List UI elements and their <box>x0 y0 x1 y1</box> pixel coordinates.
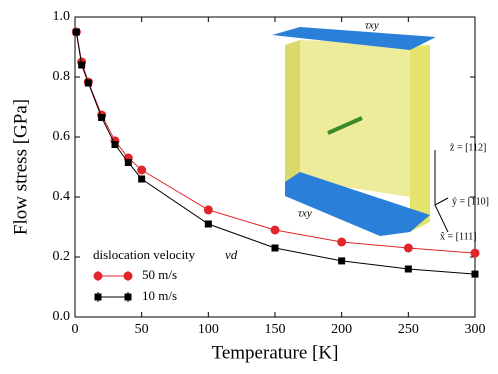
inset-dislocation <box>327 116 363 135</box>
marker <box>138 175 146 183</box>
inset-axis-x <box>434 204 449 233</box>
marker <box>111 141 119 148</box>
x-tick-label: 250 <box>398 322 419 337</box>
marker <box>338 257 346 265</box>
inset-bottom-slab <box>285 172 430 236</box>
marker <box>123 271 133 281</box>
x-tick-label: 150 <box>265 322 286 337</box>
inset-back-wall <box>300 40 430 200</box>
marker <box>404 265 412 273</box>
marker <box>470 248 480 258</box>
marker <box>84 79 92 87</box>
annotation: τxy <box>298 208 312 220</box>
annotation: ŷ = [110] <box>452 196 489 207</box>
marker <box>337 237 347 247</box>
marker <box>270 225 280 235</box>
y-tick-label: 0.4 <box>53 189 71 204</box>
marker <box>137 165 147 175</box>
x-axis-label: Temperature [K] <box>212 342 339 363</box>
marker <box>203 205 213 215</box>
y-tick-label: 0.8 <box>53 69 71 84</box>
x-tick-label: 300 <box>465 322 486 337</box>
inset-right-wall <box>410 45 430 232</box>
inset-axis-y <box>434 197 449 206</box>
x-tick-label: 200 <box>331 322 352 337</box>
x-tick-label: 100 <box>198 322 219 337</box>
legend-symbol: vd <box>225 247 238 262</box>
y-tick-label: 0.2 <box>53 249 71 264</box>
marker <box>403 243 413 253</box>
annotation: ẑ = [112] <box>450 142 486 153</box>
y-tick-label: 0.0 <box>53 309 71 324</box>
x-tick-label: 50 <box>135 322 149 337</box>
inset-top-slab <box>272 27 436 50</box>
marker <box>93 271 103 281</box>
inset-figure: τxy τxy ẑ = [112] ŷ = [110] x̂ = [111] <box>272 20 489 242</box>
annotation: τxy <box>365 20 379 32</box>
y-tick-label: 1.0 <box>53 9 71 24</box>
annotation: x̂ = [111] <box>440 231 477 242</box>
y-tick-label: 0.6 <box>53 129 71 144</box>
marker <box>98 114 106 121</box>
x-tick-label: 0 <box>72 322 79 337</box>
marker <box>94 293 102 301</box>
legend-label: 50 m/s <box>142 267 177 282</box>
inset-left-wall <box>285 40 300 192</box>
marker <box>124 293 132 301</box>
legend-title: dislocation velocity <box>93 247 196 262</box>
marker <box>72 28 80 36</box>
marker <box>78 61 86 69</box>
marker <box>124 159 132 166</box>
marker <box>204 220 212 228</box>
legend-label: 10 m/s <box>142 288 177 303</box>
marker <box>471 270 479 278</box>
y-axis-label: Flow stress [GPa] <box>10 99 31 235</box>
marker <box>271 244 279 252</box>
